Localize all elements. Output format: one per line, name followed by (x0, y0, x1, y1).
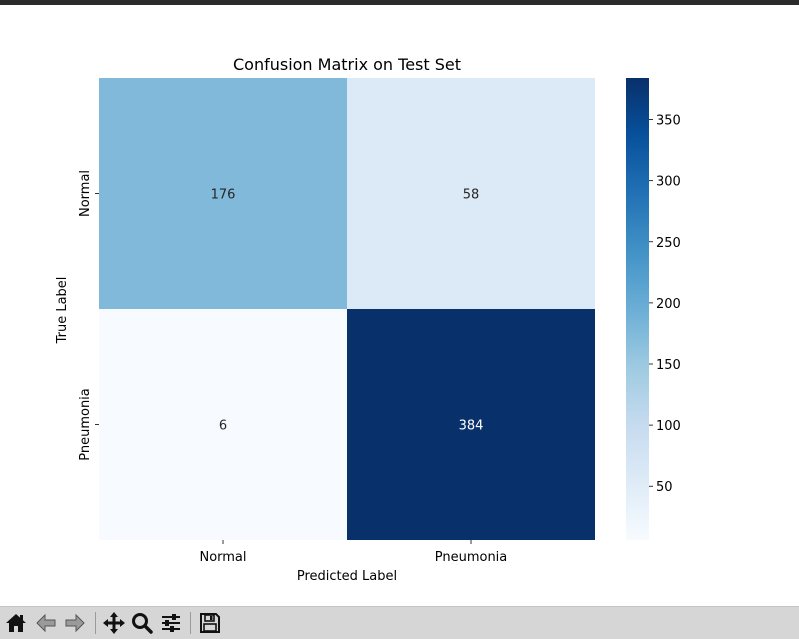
window-top-bar (0, 0, 799, 5)
arrow-right-icon (65, 613, 85, 633)
arrow-left-icon (36, 613, 56, 633)
home-icon (6, 614, 26, 632)
colorbar-ticks: 50 100 150 200 250 300 350 (649, 114, 681, 495)
cell-value-label: 176 (211, 188, 236, 203)
toolbar-separator (190, 612, 191, 634)
heatmap-cell (99, 309, 347, 540)
y-axis-ticks: Normal Pneumonia (78, 170, 99, 461)
configure-button[interactable] (158, 610, 184, 636)
sliders-icon (162, 614, 180, 632)
cell-value-label: 58 (463, 188, 480, 203)
y-tick-label: Pneumonia (78, 388, 93, 461)
colorbar-tick-label: 100 (656, 419, 681, 434)
x-tick-label: Pneumonia (435, 550, 508, 565)
confusion-matrix-heatmap: Confusion Matrix on Test Set 176 58 6 384 N… (55, 55, 681, 584)
heatmap-cell (347, 78, 595, 309)
heatmap-cell (347, 309, 595, 540)
heatmap-cells: 176 58 6 384 (99, 78, 595, 540)
colorbar-tick-label: 350 (656, 114, 681, 129)
pan-button[interactable] (101, 610, 127, 636)
toolbar-separator (95, 612, 96, 634)
zoom-button[interactable] (129, 610, 155, 636)
cell-value-label: 384 (459, 419, 484, 434)
figure-canvas: Confusion Matrix on Test Set 176 58 6 384 N… (0, 5, 799, 606)
x-axis-label: Predicted Label (297, 569, 397, 584)
colorbar-tick-label: 150 (656, 358, 681, 373)
cell-value-label: 6 (219, 419, 227, 434)
x-axis-ticks: Normal Pneumonia (199, 540, 507, 565)
save-button[interactable] (197, 610, 223, 636)
colorbar-tick-label: 200 (656, 297, 681, 312)
colorbar-tick-label: 300 (656, 175, 681, 190)
colorbar-tick-label: 50 (656, 480, 673, 495)
back-button[interactable] (33, 610, 59, 636)
heatmap-cell (99, 78, 347, 309)
forward-button[interactable] (62, 610, 88, 636)
move-icon (103, 612, 125, 634)
home-button[interactable] (3, 610, 29, 636)
magnifier-icon (132, 613, 153, 634)
chart-title: Confusion Matrix on Test Set (233, 55, 461, 74)
y-tick-label: Normal (78, 170, 93, 217)
colorbar-tick-label: 250 (656, 236, 681, 251)
navigation-toolbar (0, 606, 799, 639)
x-tick-label: Normal (199, 550, 246, 565)
colorbar (626, 78, 649, 540)
floppy-disk-icon (200, 613, 220, 633)
y-axis-label: True Label (55, 277, 70, 345)
